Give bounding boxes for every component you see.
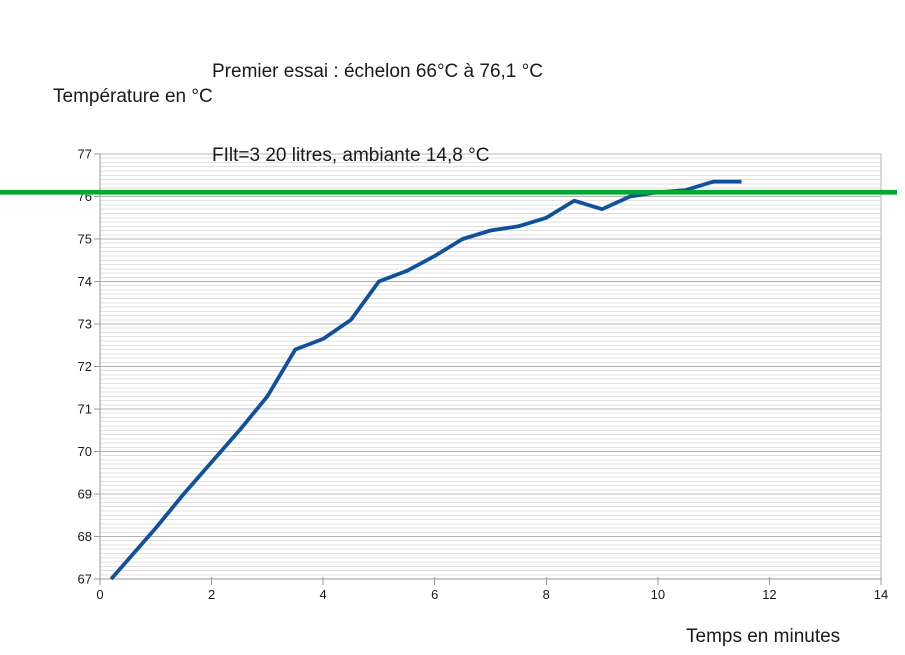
x-tick-label: 4: [320, 587, 327, 602]
x-tick-label: 0: [96, 587, 103, 602]
x-tick-label: 2: [208, 587, 215, 602]
y-minor-gridlines: [100, 157, 881, 576]
y-tick-label: 75: [78, 232, 92, 247]
x-tick-label: 12: [762, 587, 776, 602]
x-tick-label: 8: [543, 587, 550, 602]
y-tick-label: 70: [78, 444, 92, 459]
y-tick-label: 74: [78, 274, 92, 289]
y-tick-label: 67: [78, 572, 92, 587]
y-major-gridlines: [100, 153, 881, 580]
chart-title: Premier essai : échelon 66°C à 76,1 °C F…: [212, 2, 543, 198]
y-tick-label: 77: [78, 147, 92, 162]
y-tick-label: 69: [78, 487, 92, 502]
axes: [99, 154, 881, 583]
x-axis-title: Temps en minutes: [686, 626, 841, 647]
y-tick-label: 72: [78, 359, 92, 374]
x-tick-labels: 0 2 4 6 8 10 12 14: [96, 587, 888, 602]
axis-ticks: [94, 153, 882, 585]
temperature-line: [109, 179, 742, 581]
x-tick-label: 14: [874, 587, 888, 602]
y-tick-label: 73: [78, 317, 92, 332]
chart-title-line1: Premier essai : échelon 66°C à 76,1 °C: [212, 61, 543, 82]
y-axis-title: Température en °C: [53, 86, 213, 107]
x-tick-label: 6: [431, 587, 438, 602]
x-tick-label: 10: [651, 587, 665, 602]
y-tick-label: 71: [78, 402, 92, 417]
chart-title-line2: FIlt=3 20 litres, ambiante 14,8 °C: [212, 145, 490, 166]
y-tick-label: 68: [78, 529, 92, 544]
